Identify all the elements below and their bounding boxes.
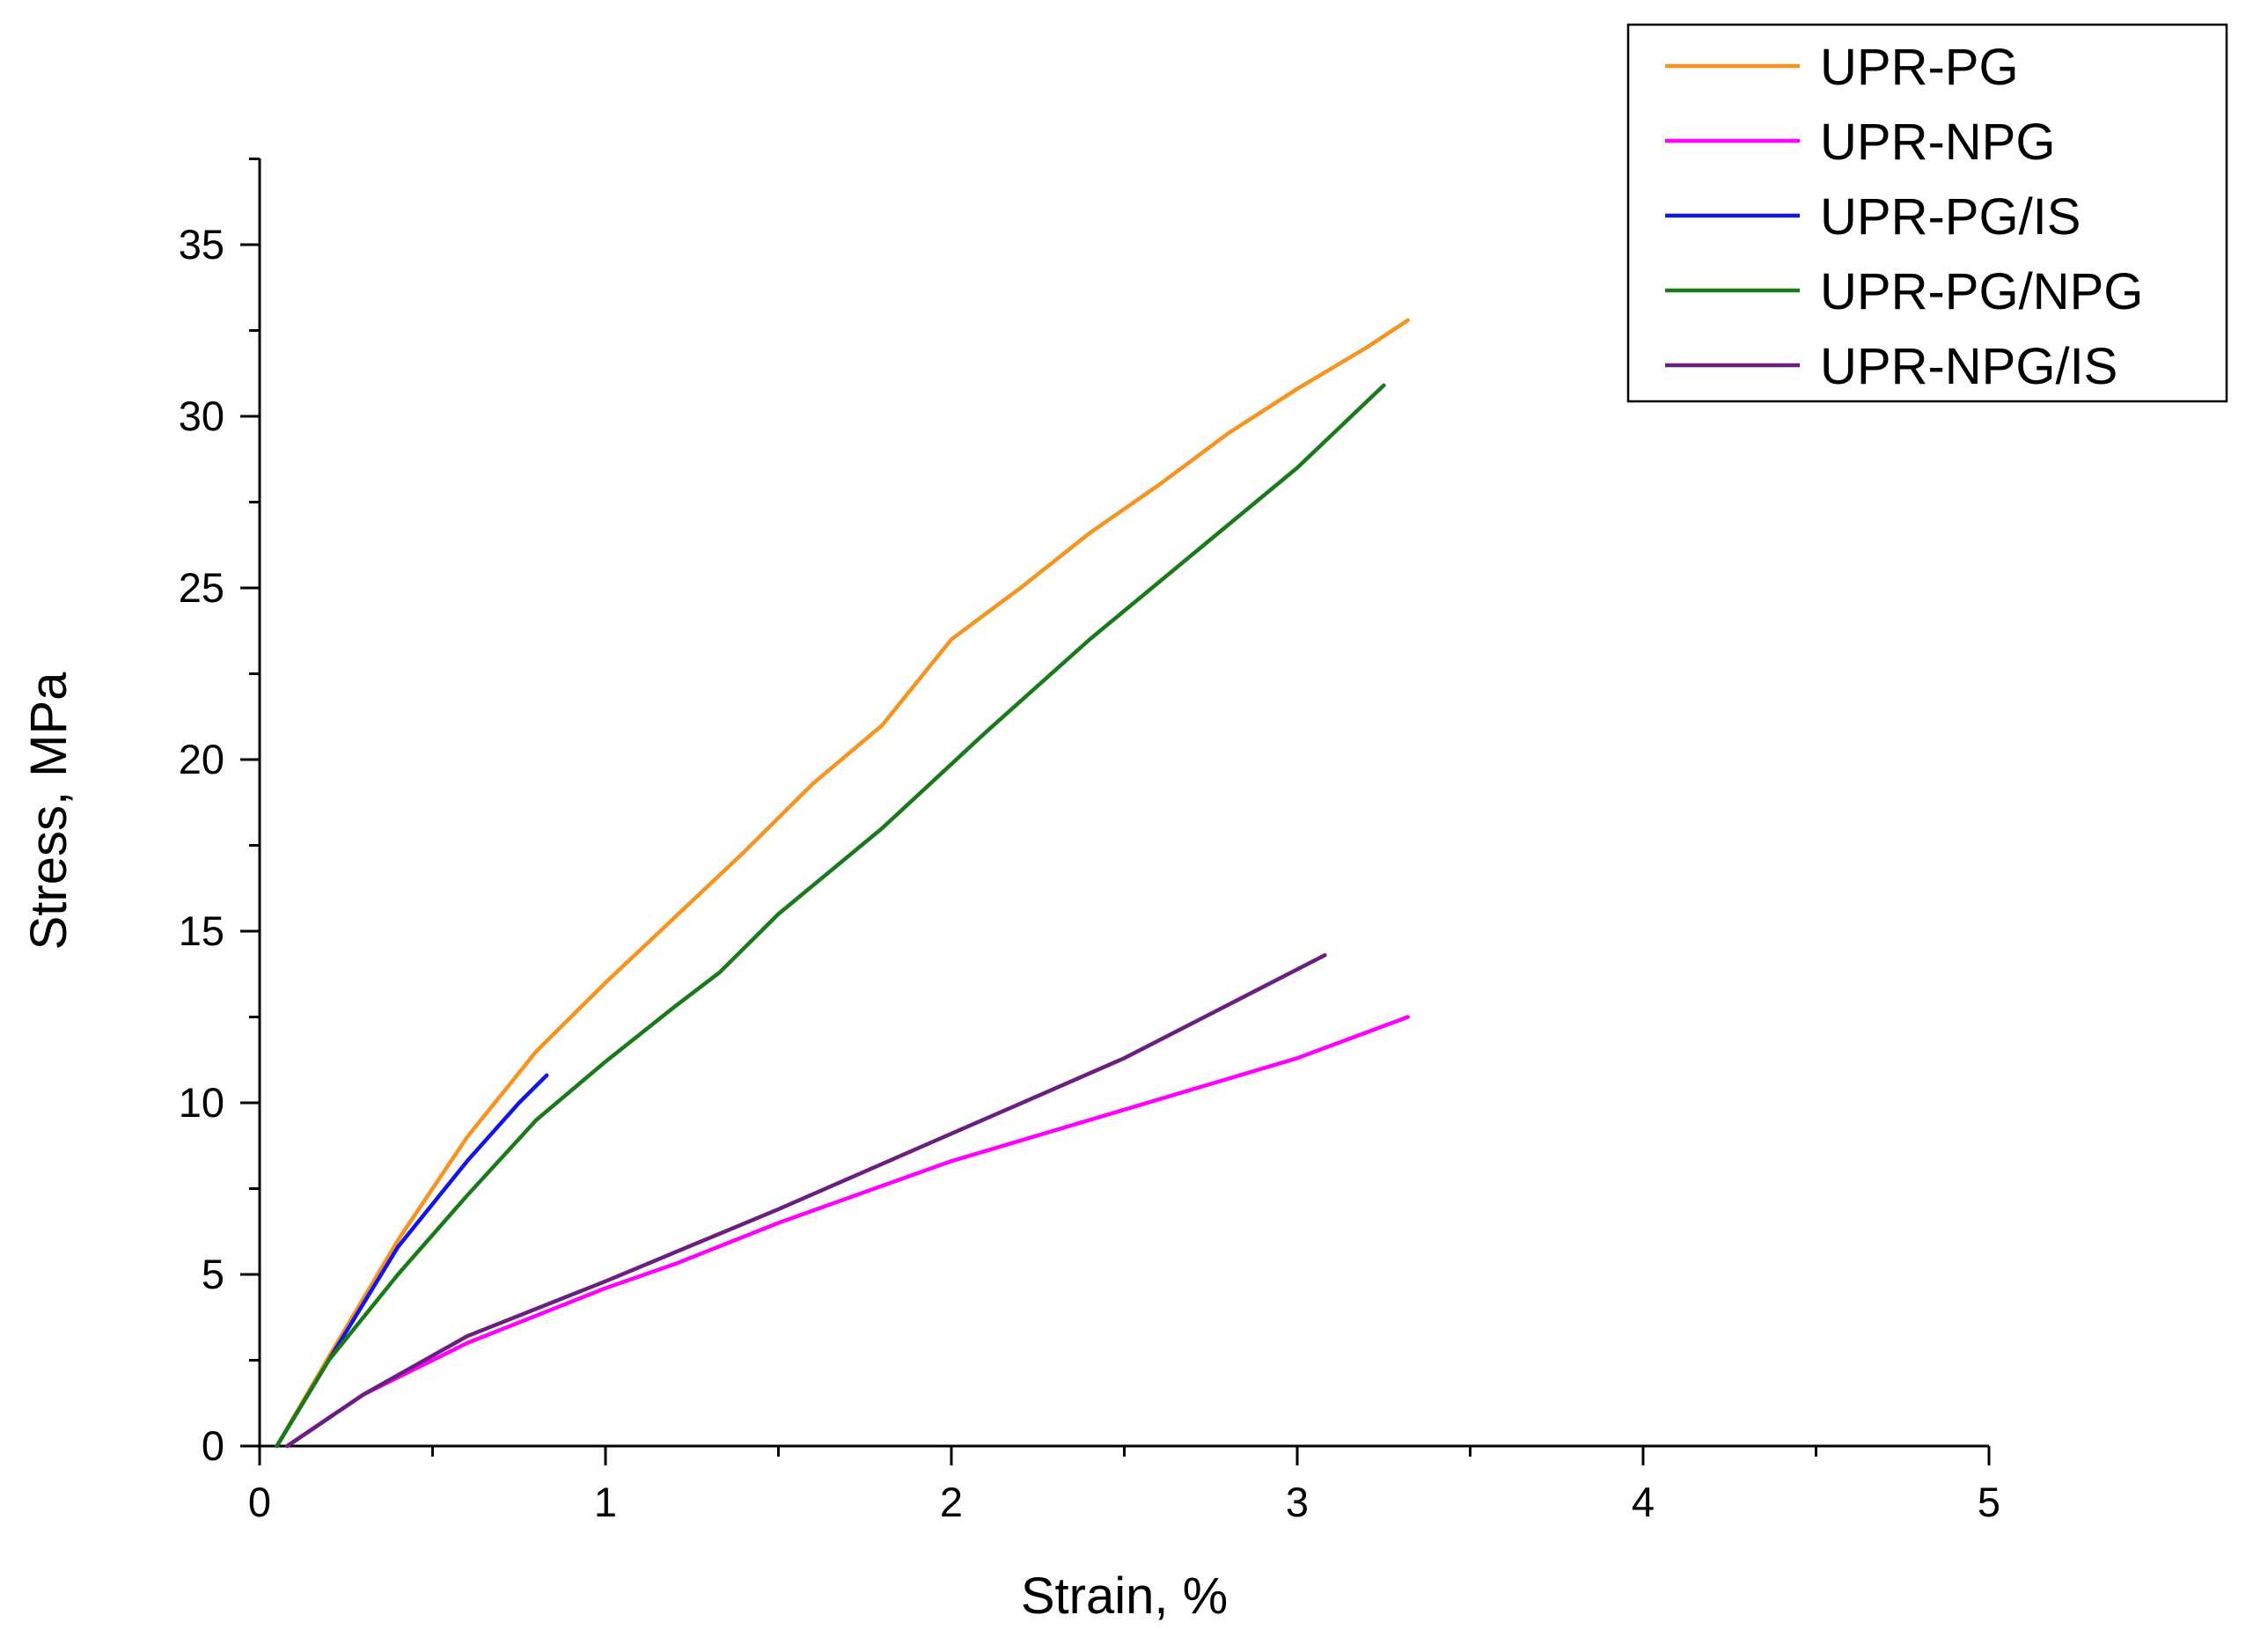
series-line-upr-pg-npg (275, 383, 1386, 1449)
series-line-upr-npg (285, 1015, 1411, 1449)
legend-items: UPR-PG UPR-NPG UPR-PG/IS UPR-PG/NPG UPR-NPG/… (1665, 39, 2143, 395)
x-tick-label: 2 (940, 1479, 963, 1525)
y-tick-label: 0 (202, 1422, 224, 1469)
series-line-upr-pg (275, 318, 1411, 1449)
y-tick-label: 15 (179, 907, 224, 954)
y-tick-label: 25 (179, 564, 224, 611)
y-axis-ticks: 0 5 10 15 20 25 30 35 (179, 158, 260, 1469)
y-tick-label: 5 (202, 1251, 224, 1297)
x-tick-label: 1 (594, 1479, 617, 1525)
legend-label: UPR-NPG (1820, 114, 2055, 171)
axes: 0 1 2 3 4 5 0 5 10 15 20 25 30 35 (179, 158, 2000, 1525)
series-lines (275, 318, 1411, 1449)
x-axis-ticks: 0 1 2 3 4 5 (248, 1446, 2000, 1525)
legend-box (1626, 23, 2228, 403)
x-tick-label: 5 (1978, 1479, 2000, 1525)
y-tick-label: 35 (179, 221, 224, 268)
y-tick-label: 20 (179, 736, 224, 782)
legend-label: UPR-PG/IS (1820, 188, 2081, 246)
legend-label: UPR-PG/NPG (1820, 263, 2143, 320)
y-tick-label: 30 (179, 393, 224, 439)
legend-label: UPR-NPG/IS (1820, 338, 2117, 395)
x-tick-label: 0 (248, 1479, 271, 1525)
legend: UPR-PG UPR-NPG UPR-PG/IS UPR-PG/NPG UPR-NPG/… (1626, 23, 2228, 403)
x-tick-label: 4 (1632, 1479, 1655, 1525)
y-axis-title: Stress, MPa (20, 672, 77, 951)
legend-label: UPR-PG (1820, 39, 2019, 96)
x-tick-label: 3 (1286, 1479, 1309, 1525)
y-tick-label: 10 (179, 1079, 224, 1126)
x-axis-title: Strain, % (1021, 1568, 1228, 1625)
series-line-upr-npg-is (285, 953, 1327, 1449)
